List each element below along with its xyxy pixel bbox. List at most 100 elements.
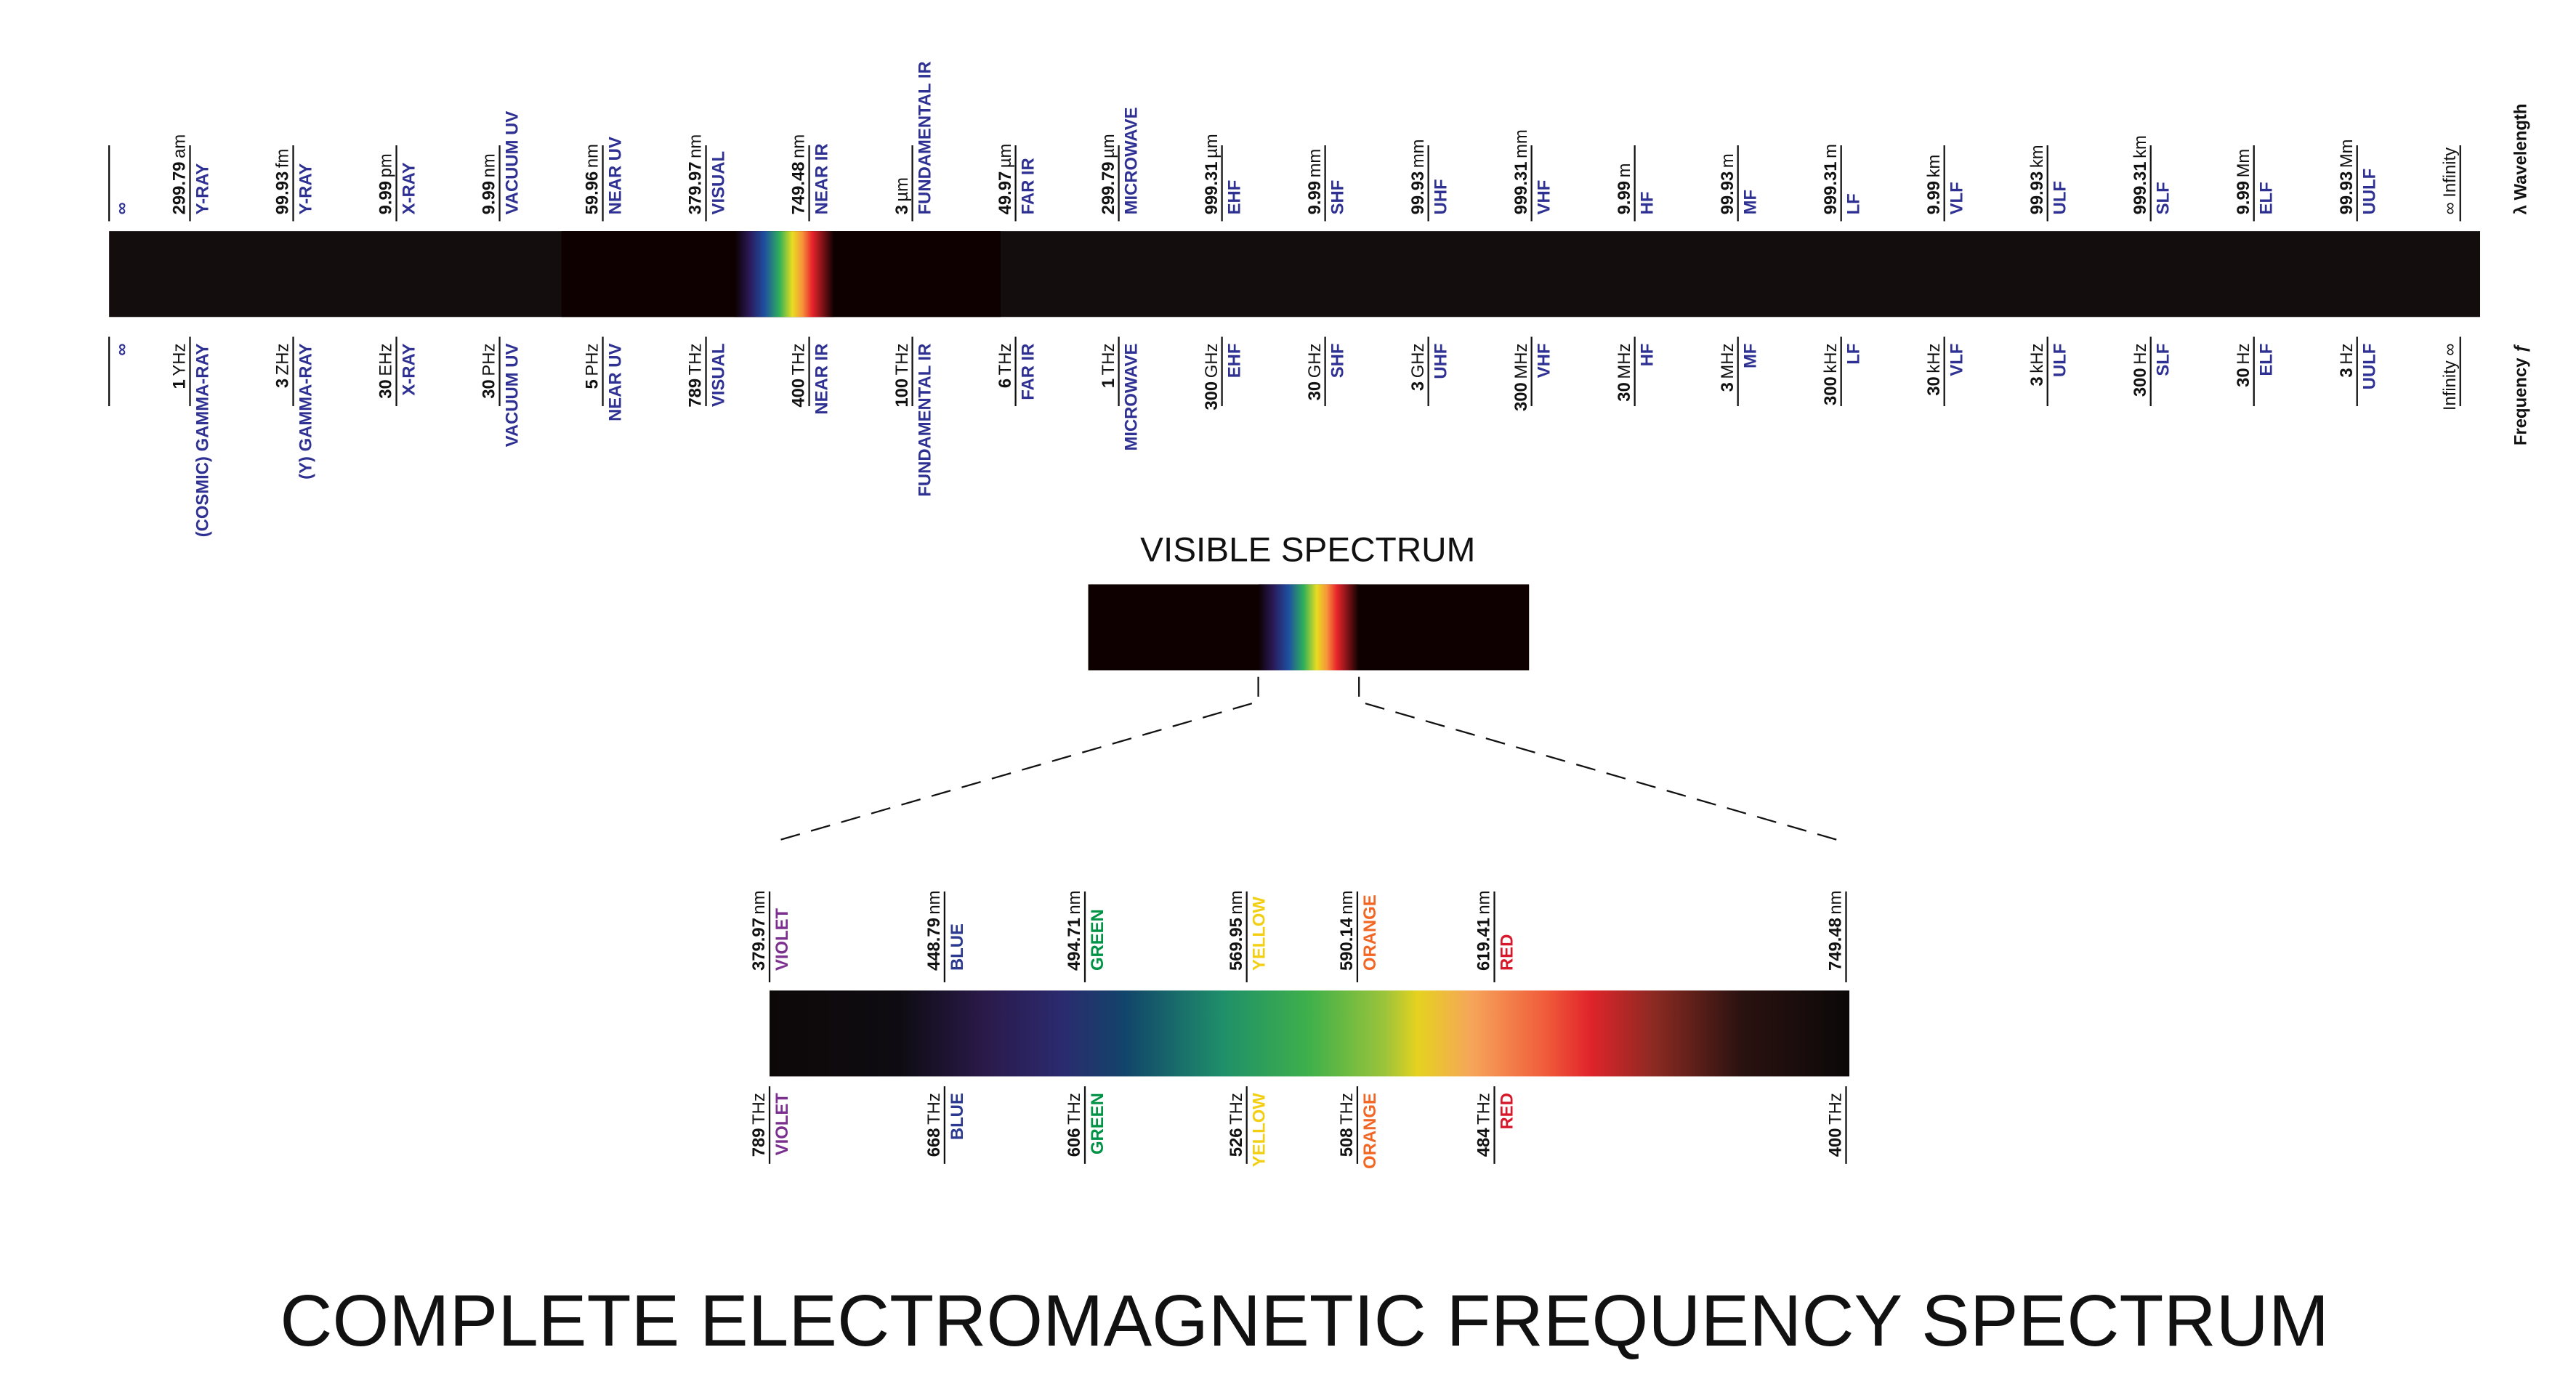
unit: EHz [376,344,396,376]
unit: kHz [1924,344,1944,373]
band-label: HF [1638,344,1658,367]
band-label: UHF [1432,179,1451,214]
unit: THz [1227,1093,1246,1125]
value-label: 99.93 mm [1408,139,1428,214]
unit: nm [583,144,602,168]
value: 3 [1408,381,1428,391]
unit: nm [1337,890,1357,914]
unit: km [1924,155,1944,178]
value-label: 508 THz [1337,1093,1357,1157]
visible-detail-bar [770,990,1850,1077]
unit: mm [1305,149,1325,178]
band-label: VISUAL [709,344,729,407]
value: 379.97 [686,161,706,214]
value-label: 30 EHz [376,344,396,399]
value-label: 668 THz [924,1093,944,1157]
value: 9.99 [1615,181,1634,214]
band-label: VLF [1947,344,1967,376]
value: 9.99 [376,181,396,214]
value-label: 300 kHz [1821,344,1841,405]
band-label: NEAR UV [606,137,626,214]
value-label: 379.97 nm [749,890,769,971]
band-label: VACUUM UV [503,111,522,215]
unit: nm [789,134,809,158]
value-label: 6 THz [996,344,1015,389]
value: 30 [1305,381,1325,401]
value-label: 3 µm [892,177,912,214]
value: 99.93 [2337,171,2357,215]
value: 9.99 [2234,181,2253,214]
unit: THz [1337,1093,1357,1125]
unit: km [2131,135,2150,158]
value-label: 30 kHz [1924,344,1944,396]
value: 400 [789,379,809,408]
value-label: 99.93 m [1718,153,1737,214]
band-label: RED [1498,1093,1517,1129]
value: 606 [1065,1128,1084,1157]
value-label: 9.99 mm [1305,149,1325,215]
value: 1 [1099,379,1118,388]
value: 300 [1511,382,1531,411]
value-label: 400 THz [1826,1093,1846,1157]
value-label: 1 THz [1099,344,1118,389]
value-label: 999.31 m [1821,144,1841,214]
value: 30 [1615,382,1634,402]
band-label: (Y) GAMMA-RAY [296,344,316,480]
band-label: FUNDAMENTAL IR [916,344,935,497]
unit: µm [996,144,1015,169]
band-label: VLF [1947,182,1967,214]
unit: Hz [2234,344,2253,365]
value-label: 3 MHz [1718,344,1737,392]
value-label: 606 THz [1065,1093,1084,1157]
value: 9.99 [1305,181,1325,214]
zoom-line [772,676,1259,843]
value: 619.41 [1474,918,1494,971]
value-label: 789 THz [686,344,706,408]
value: 999.31 [1202,161,1222,214]
value-label: 5 PHz [583,344,602,389]
value-label: 30 MHz [1615,344,1634,402]
band-label: ELF [2257,182,2277,214]
unit: THz [892,344,912,376]
unit: GHz [1202,344,1222,379]
band-label: GREEN [1088,1093,1107,1155]
band-label: VACUUM UV [503,344,522,448]
value-label: 300 MHz [1511,344,1531,411]
value: 49.97 [996,171,1015,215]
unit: THz [686,344,706,376]
main-title: COMPLETE ELECTROMAGNETIC FREQUENCY SPECT… [280,1280,2329,1362]
unit: THz [1474,1093,1494,1125]
value: 999.31 [2131,161,2150,214]
value-label: 9.99 Mm [2234,149,2253,215]
band-label: VIOLET [772,908,792,971]
value: 668 [924,1128,944,1157]
value: 379.97 [749,918,769,971]
value: 508 [1337,1128,1357,1157]
band-label: VHF [1535,180,1554,215]
value-label: 300GHz [1202,344,1222,411]
unit: m [1718,153,1737,168]
value-label: 379.97 nm [686,134,706,215]
value-label: 749.48 nm [1826,890,1846,971]
value: 30 [480,379,499,399]
value-label: 494.71 nm [1065,890,1084,971]
unit: nm [749,890,769,914]
value: 99.93 [1408,171,1428,215]
band-label: ORANGE [1360,1093,1380,1169]
unit: mm [1511,129,1531,158]
value: 300 [1821,376,1841,405]
value: 3 [892,205,912,214]
frequency-axis: Frequency ƒ [2511,344,2531,445]
band-label: UULF [2360,169,2380,215]
value: 30 [376,379,396,399]
band-label: VHF [1535,344,1554,379]
unit: pm [376,153,396,177]
value: 569.95 [1227,918,1246,971]
value: 300 [2131,368,2150,397]
unit: m [1615,163,1634,178]
unit: fm [273,149,293,169]
unit: µm [892,177,912,202]
value-label: 100 THz [892,344,912,408]
value-label: 9.99 km [1924,155,1944,215]
value-label: 59.96 nm [583,144,602,214]
